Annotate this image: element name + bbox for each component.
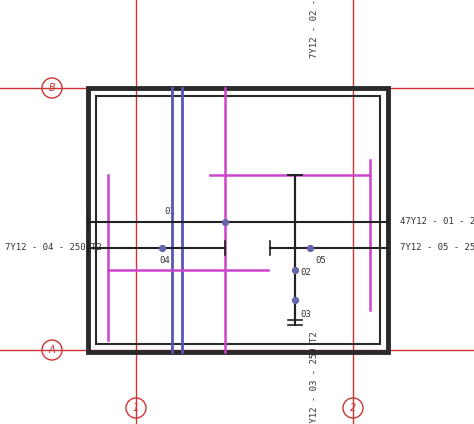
Text: 05: 05 (315, 256, 326, 265)
Text: 2: 2 (350, 403, 356, 413)
Text: 7Y12 - 03 - 250 T2: 7Y12 - 03 - 250 T2 (310, 332, 319, 424)
Text: A: A (49, 345, 55, 355)
Point (291, 297, 299, 304)
Text: 47Y12 - 01 - 250 B1: 47Y12 - 01 - 250 B1 (400, 218, 474, 226)
Point (291, 267, 299, 273)
Bar (88, 88, 388, 352)
Point (306, 245, 314, 251)
Point (221, 219, 229, 226)
Text: 7Y12 - 05 - 250 T2: 7Y12 - 05 - 250 T2 (400, 243, 474, 253)
Text: 7Y12 - 02 - 250 T2: 7Y12 - 02 - 250 T2 (310, 0, 319, 59)
Text: B: B (49, 83, 55, 93)
Text: 01: 01 (164, 207, 175, 216)
Text: 03: 03 (300, 310, 311, 319)
Text: 1: 1 (133, 403, 139, 413)
Text: 04: 04 (160, 256, 170, 265)
Text: 02: 02 (300, 268, 311, 277)
Bar (96, 96, 380, 344)
Text: 7Y12 - 04 - 250 T2: 7Y12 - 04 - 250 T2 (5, 243, 102, 253)
Point (158, 245, 166, 251)
